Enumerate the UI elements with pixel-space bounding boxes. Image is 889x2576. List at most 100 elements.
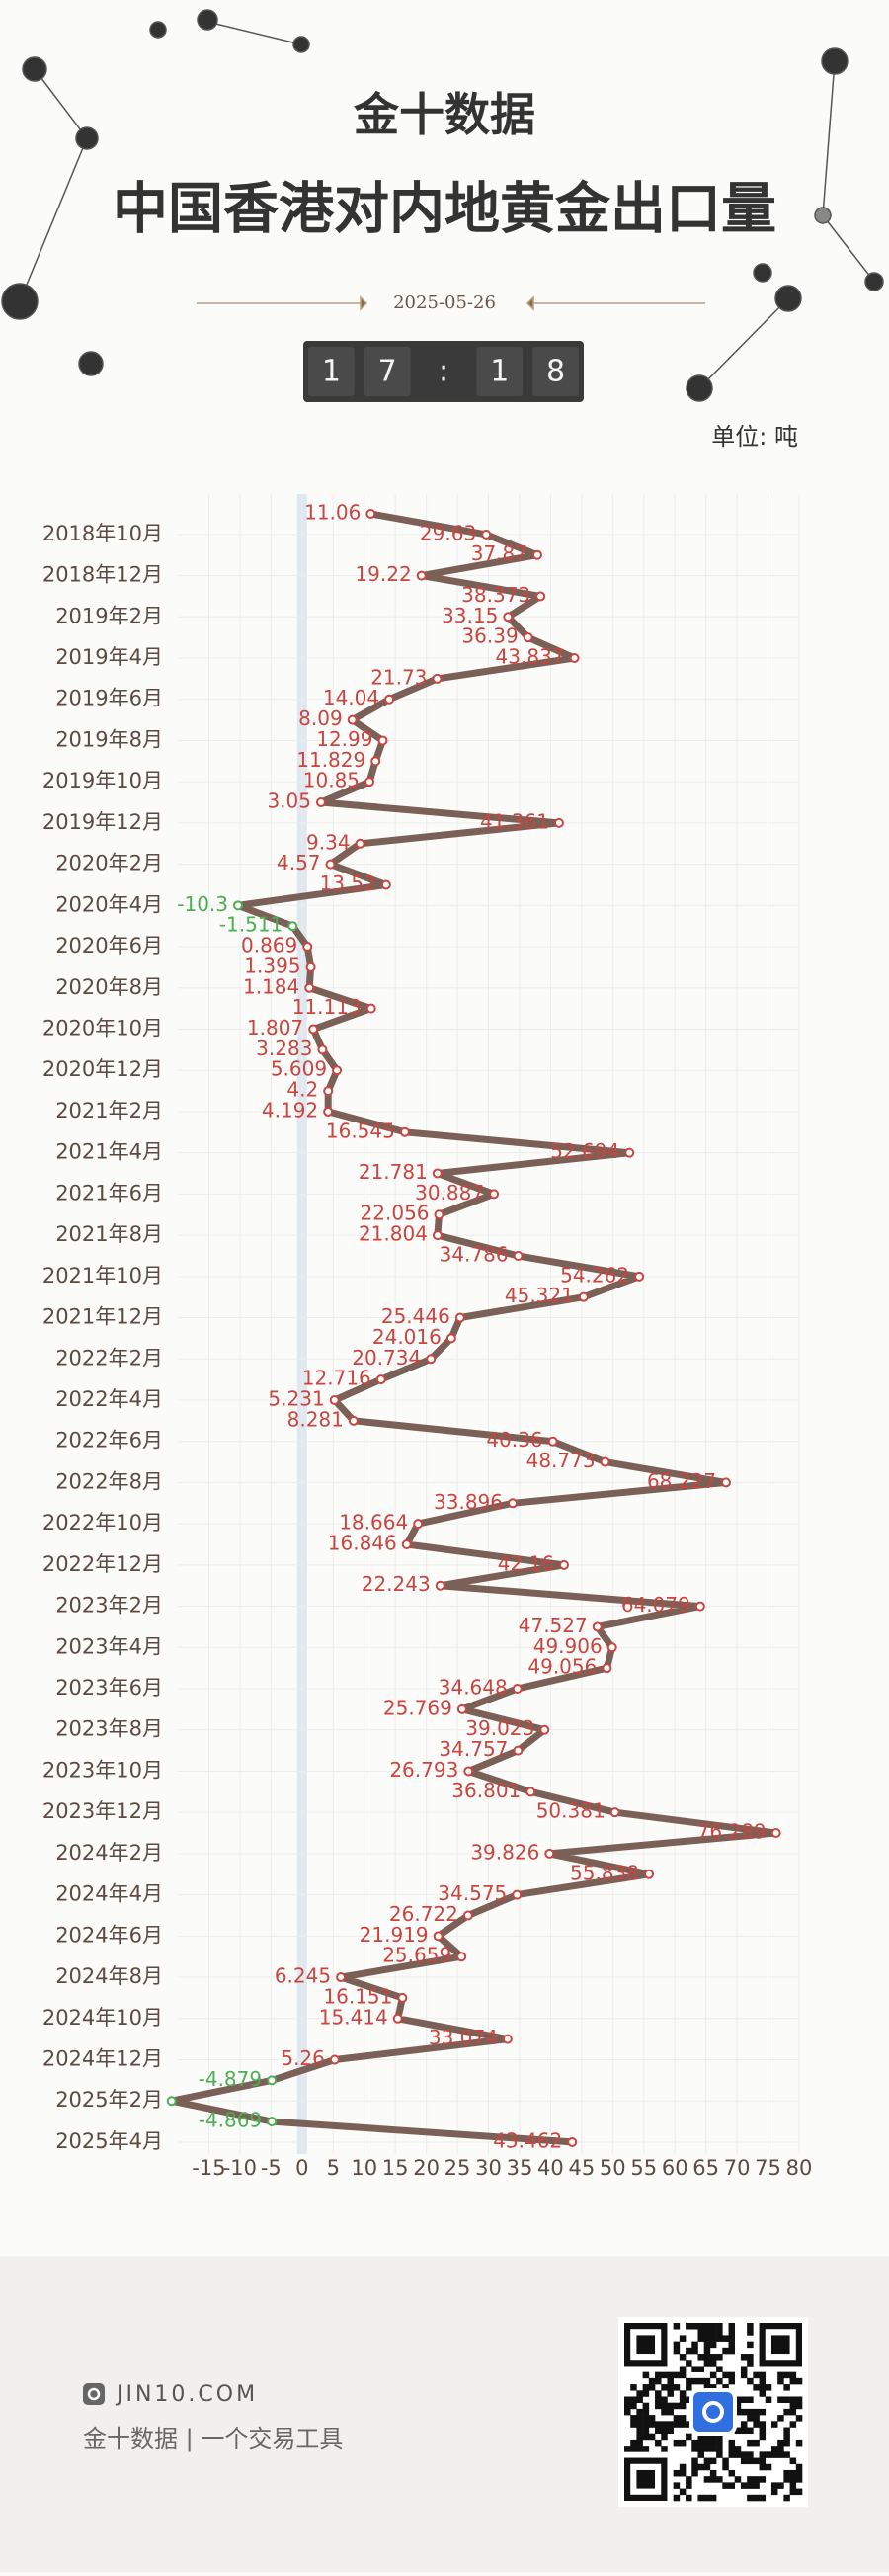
data-label: 48.773 (526, 1449, 596, 1472)
qr-cell (703, 2360, 711, 2367)
point (364, 777, 375, 788)
qr-cell (716, 2439, 723, 2447)
qr-cell (691, 2446, 698, 2452)
qr-cell (753, 2371, 760, 2379)
qr-cell (734, 2476, 742, 2483)
data-label: 40.36 (486, 1428, 542, 1452)
point (325, 859, 336, 870)
y-tick-label: 2019年4月 (55, 645, 163, 669)
x-tick-label: 50 (600, 2156, 626, 2180)
qr-cell (740, 2396, 748, 2403)
qr-cell (679, 2463, 687, 2471)
qr-cell (789, 2476, 797, 2483)
qr-cell (697, 2377, 704, 2385)
qr-cell (783, 2408, 790, 2416)
x-tick-label: 10 (351, 2156, 377, 2180)
qr-cell (740, 2354, 748, 2361)
point (770, 1828, 781, 1839)
qr-cell (703, 2463, 711, 2471)
data-label: 33.896 (434, 1490, 503, 1514)
point (323, 1086, 334, 1097)
point (397, 1992, 408, 2003)
qr-cell (789, 2396, 797, 2403)
qr-cell (783, 2427, 790, 2435)
qr-cell (795, 2463, 803, 2471)
qr-cell (709, 2354, 717, 2361)
qr-cell (697, 2439, 704, 2447)
qr-cell (673, 2384, 681, 2391)
brand: 金十数据 (353, 88, 535, 141)
qr-cell (679, 2402, 687, 2410)
point (399, 1126, 410, 1137)
y-tick-label: 2019年8月 (55, 727, 163, 751)
chart: -15-10 -5 0 5 10 15 20 25 30 35 40 45 50 55 60 65 70 75 80… (42, 494, 812, 2180)
qr-cell (747, 2323, 754, 2330)
qr-cell (673, 2415, 681, 2422)
date-rule (197, 295, 705, 311)
y-tick-label: 2025年4月 (55, 2129, 163, 2153)
date: 2025-05-26 (393, 292, 496, 313)
qr-cell (753, 2408, 760, 2416)
qr-cell (691, 2469, 698, 2477)
point (375, 1374, 386, 1385)
data-label: 19.22 (355, 562, 411, 586)
qr-cell (655, 2402, 662, 2410)
qr-cell (734, 2427, 742, 2435)
data-label: 29.63 (420, 521, 476, 544)
qr-cell (722, 2384, 729, 2391)
y-tick-label: 2023年6月 (55, 1676, 163, 1700)
point (462, 1910, 473, 1921)
qr-cell (759, 2463, 767, 2471)
qr-finder (636, 2469, 656, 2489)
y-tick-label: 2019年2月 (55, 604, 163, 627)
qr-cell (686, 2396, 692, 2403)
y-tick-label: 2020年2月 (55, 852, 163, 875)
qr-cell (759, 2408, 767, 2416)
qr-cell (691, 2347, 698, 2355)
qr-cell (747, 2451, 754, 2458)
qr-cell (636, 2390, 643, 2397)
data-label: 25.446 (381, 1304, 450, 1328)
qr-cell (759, 2451, 767, 2458)
point (694, 1601, 705, 1612)
point (287, 921, 298, 932)
qr-cell (728, 2341, 736, 2349)
qr-cell (642, 2433, 650, 2441)
qr-cell (740, 2366, 748, 2372)
qr-cell (642, 2371, 650, 2379)
qr-cell (783, 2384, 790, 2391)
data-label: 26.793 (389, 1758, 458, 1782)
point (433, 1931, 444, 1942)
data-label: 24.016 (372, 1325, 442, 1349)
data-label: 8.281 (287, 1407, 344, 1431)
qr-cell (747, 2377, 754, 2385)
qr-code (624, 2323, 803, 2502)
qr-cell (661, 2446, 668, 2452)
y-tick-label: 2021年8月 (55, 1222, 163, 1246)
qr-cell (679, 2396, 687, 2403)
qr-cell (747, 2476, 754, 2483)
clock-tile (532, 347, 579, 396)
qr-cell (747, 2354, 754, 2361)
point (578, 1291, 589, 1302)
y-tick-label: 2024年6月 (55, 1923, 163, 1947)
y-tick-label: 2019年6月 (55, 687, 163, 710)
qr-cell (759, 2421, 767, 2428)
data-label: -4.879 (199, 2067, 262, 2091)
data-label: 4.57 (277, 851, 321, 874)
qr-cell (686, 2323, 692, 2330)
point (512, 1889, 523, 1900)
data-label: 47.527 (519, 1614, 588, 1637)
qr-cell (789, 2371, 797, 2379)
data-label: 10.85 (303, 769, 360, 792)
qr-cell (686, 2384, 692, 2391)
qr-cell (777, 2396, 784, 2403)
qr-cell (753, 2494, 760, 2502)
y-tick-label: 2025年2月 (55, 2088, 163, 2112)
x-tick-label: 25 (444, 2156, 471, 2180)
qr-cell (759, 2384, 767, 2391)
point (532, 549, 543, 560)
qr-cell (747, 2396, 754, 2403)
data-label: 76.289 (697, 1820, 767, 1844)
point (426, 1354, 437, 1365)
